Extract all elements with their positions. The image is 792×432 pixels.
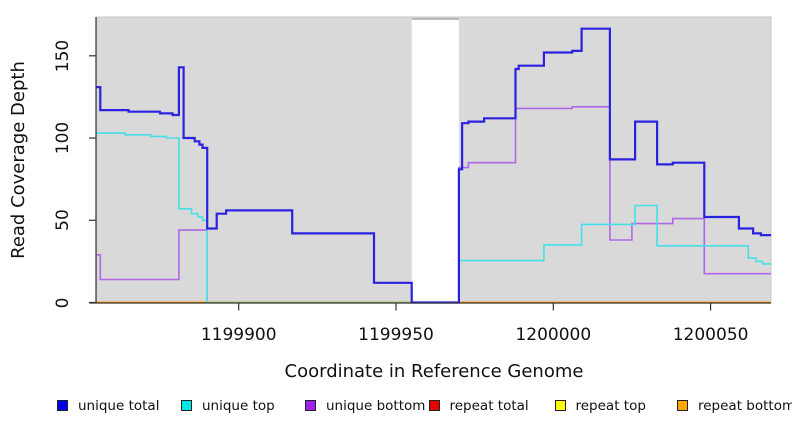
y-tick-label: 150 bbox=[53, 39, 73, 73]
legend-item-repeat-top: repeat top bbox=[554, 397, 646, 414]
x-tick-label: 1199900 bbox=[200, 325, 277, 345]
legend-item-unique-total: unique total bbox=[57, 397, 160, 414]
series-unique-total bbox=[96, 27, 771, 304]
legend-item-repeat-total: repeat total bbox=[428, 397, 529, 414]
y-tick-label: 0 bbox=[53, 297, 73, 308]
legend-label: repeat top bbox=[575, 397, 646, 414]
legend-item-repeat-bottom: repeat bottom bbox=[677, 397, 792, 414]
legend-swatch bbox=[57, 400, 68, 411]
legend-item-unique-bottom: unique bottom bbox=[305, 397, 426, 414]
y-tick-label: 100 bbox=[53, 121, 73, 155]
masked-region bbox=[411, 18, 459, 303]
x-tick-label: 1199950 bbox=[358, 325, 434, 345]
legend-swatch bbox=[428, 400, 440, 411]
legend-swatch bbox=[305, 400, 316, 411]
legend-swatch bbox=[677, 400, 688, 411]
y-tick-label: 50 bbox=[53, 209, 73, 232]
legend-label: repeat total bbox=[449, 397, 529, 414]
series-unique-top bbox=[458, 204, 771, 303]
legend-label: unique top bbox=[202, 397, 275, 414]
legend-swatch bbox=[554, 400, 566, 411]
legend-label: unique total bbox=[78, 397, 160, 414]
legend-swatch bbox=[181, 400, 192, 411]
legend-label: repeat bottom bbox=[698, 397, 792, 414]
series-unique-top bbox=[96, 132, 208, 303]
x-tick-label: 1200000 bbox=[515, 325, 592, 345]
legend-label: unique bottom bbox=[326, 397, 426, 414]
x-axis-title: Coordinate in Reference Genome bbox=[284, 361, 584, 382]
legend-item-unique-top: unique top bbox=[181, 397, 275, 414]
x-tick-label: 1200050 bbox=[672, 325, 749, 345]
y-axis-title: Read Coverage Depth bbox=[8, 61, 29, 259]
